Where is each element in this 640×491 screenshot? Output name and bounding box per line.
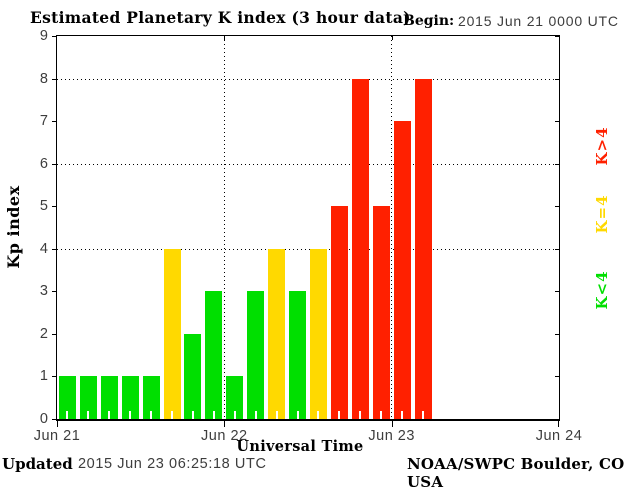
kp-bar-15 — [372, 206, 390, 419]
y-tick-right-1 — [555, 376, 559, 378]
kp-bar-5 — [163, 248, 181, 419]
bar-minor-tick — [233, 411, 236, 419]
y-tick-right-9 — [555, 36, 559, 37]
chart-title: Estimated Planetary K index (3 hour data… — [30, 8, 411, 27]
bar-minor-tick — [275, 411, 278, 419]
x-axis-title: Universal Time — [236, 438, 364, 455]
gridline-horizontal-4 — [57, 248, 559, 250]
bar-minor-tick — [171, 411, 174, 419]
kp-bar-8 — [226, 376, 244, 419]
updated-label: Updated — [2, 455, 73, 473]
gridline-vertical-day-2 — [391, 36, 393, 419]
bar-minor-tick — [191, 411, 194, 419]
kp-bar-12 — [309, 248, 327, 419]
plot-area — [52, 35, 560, 427]
x-tick-top-1 — [224, 36, 226, 40]
x-tick-top-2 — [391, 36, 393, 40]
bar-minor-tick — [129, 411, 132, 419]
gridline-vertical-day-1 — [223, 36, 225, 419]
y-tick-label-7: 7 — [39, 113, 48, 130]
y-tick-left-0 — [52, 419, 56, 420]
kp-bar-10 — [268, 248, 286, 419]
kp-bar-0 — [58, 376, 76, 419]
legend-label-1: K=4 — [593, 194, 611, 234]
y-tick-left-9 — [52, 36, 56, 37]
kp-bar-14 — [351, 78, 369, 419]
y-tick-left-2 — [52, 333, 56, 335]
bar-minor-tick — [296, 411, 299, 419]
y-tick-right-8 — [555, 78, 559, 80]
bar-minor-tick — [380, 411, 383, 419]
y-tick-label-1: 1 — [39, 368, 48, 385]
bar-minor-tick — [317, 411, 320, 419]
y-tick-label-6: 6 — [39, 155, 48, 172]
kp-bar-9 — [247, 291, 265, 419]
y-tick-label-8: 8 — [39, 70, 48, 87]
kp-index-chart-page: { "chart": { "title": "Estimated Planeta… — [2, 8, 625, 491]
y-tick-left-4 — [52, 248, 56, 250]
y-tick-right-0 — [555, 419, 559, 420]
bar-minor-tick — [108, 411, 111, 419]
bar-minor-tick — [422, 411, 425, 419]
kp-bar-1 — [79, 376, 97, 419]
kp-bar-6 — [184, 333, 202, 419]
y-tick-right-2 — [555, 333, 559, 335]
y-tick-right-3 — [555, 291, 559, 293]
legend-label-2: K<4 — [593, 270, 611, 310]
gridline-horizontal-8 — [57, 78, 559, 80]
y-tick-right-6 — [555, 163, 559, 165]
y-tick-left-7 — [52, 121, 56, 123]
x-tick-bottom-2 — [391, 421, 393, 427]
kp-bar-7 — [205, 291, 223, 419]
source-credit: NOAA/SWPC Boulder, CO USA — [407, 455, 625, 491]
kp-bar-16 — [393, 121, 411, 419]
y-tick-left-8 — [52, 78, 56, 80]
y-tick-left-1 — [52, 376, 56, 378]
updated-timestamp: 2015 Jun 23 06:25:18 UTC — [78, 456, 267, 472]
bar-minor-tick — [150, 411, 153, 419]
kp-bar-17 — [414, 78, 432, 419]
bar-minor-tick — [338, 411, 341, 419]
bar-minor-tick — [212, 411, 215, 419]
x-day-label-2: Jun 23 — [368, 428, 415, 444]
y-tick-right-7 — [555, 121, 559, 123]
kp-bar-4 — [142, 376, 160, 419]
y-tick-label-0: 0 — [39, 411, 48, 427]
x-day-label-0: Jun 21 — [33, 428, 81, 444]
y-tick-label-3: 3 — [39, 283, 48, 300]
bar-minor-tick — [401, 411, 404, 419]
y-tick-left-5 — [52, 206, 56, 208]
begin-value: 2015 Jun 21 0000 UTC — [458, 13, 619, 29]
y-tick-right-4 — [555, 248, 559, 250]
x-tick-bottom-1 — [224, 421, 226, 427]
y-tick-label-2: 2 — [39, 325, 48, 342]
x-day-label-3: Jun 24 — [535, 428, 583, 444]
x-day-label-1: Jun 22 — [201, 428, 248, 444]
begin-label: Begin: — [403, 13, 455, 29]
bar-minor-tick — [87, 411, 90, 419]
kp-bar-2 — [100, 376, 118, 419]
bar-minor-tick — [254, 411, 257, 419]
y-tick-label-5: 5 — [39, 198, 48, 215]
x-tick-bottom-0 — [57, 421, 58, 427]
bar-minor-tick — [359, 411, 362, 419]
gridline-horizontal-6 — [57, 163, 559, 165]
y-tick-left-3 — [52, 291, 56, 293]
kp-bar-3 — [121, 376, 139, 419]
kp-bar-13 — [330, 206, 348, 419]
y-tick-left-6 — [52, 163, 56, 165]
x-tick-bottom-3 — [558, 421, 559, 427]
y-tick-label-4: 4 — [39, 240, 48, 257]
y-axis-title: Kp index — [4, 185, 23, 269]
y-tick-label-9: 9 — [39, 28, 48, 44]
y-tick-right-5 — [555, 206, 559, 208]
kp-bar-11 — [289, 291, 307, 419]
bar-minor-tick — [66, 411, 69, 419]
